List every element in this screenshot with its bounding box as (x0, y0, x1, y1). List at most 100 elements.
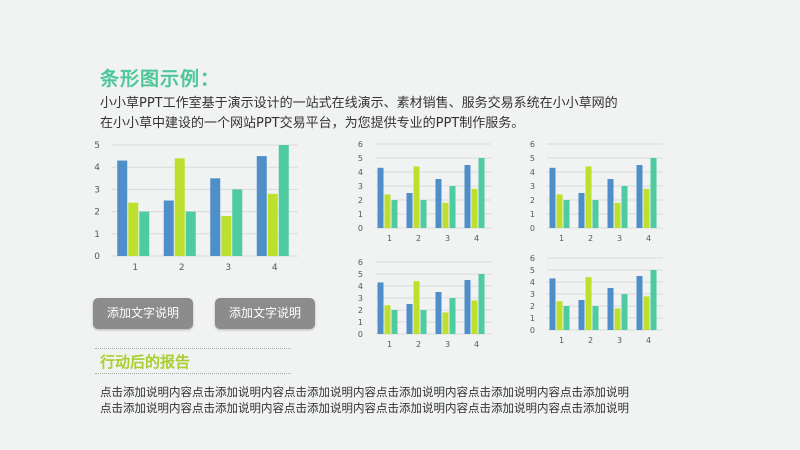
bar-series-1-cat-3 (435, 179, 442, 228)
y-tick-label: 3 (530, 290, 535, 299)
x-tick-label: 1 (387, 340, 392, 349)
x-tick-label: 1 (559, 234, 564, 243)
bar-series-3-cat-4 (278, 145, 289, 256)
small-bar-chart-top-right: 0 1 2 3 4 5 6 1 2 3 4 (527, 138, 667, 246)
bar-series-3-cat-4 (478, 158, 485, 228)
x-tick-label: 1 (132, 263, 138, 273)
x-tick-label: 3 (617, 234, 622, 243)
bar-series-3-cat-4 (478, 274, 485, 334)
small-bar-chart-bottom-right: 0 1 2 3 4 5 6 1 2 3 4 (527, 252, 667, 360)
y-tick-label: 0 (530, 224, 535, 233)
bar-series-3-cat-2 (592, 200, 599, 228)
bar-series-2-cat-3 (221, 216, 232, 256)
bar-series-3-cat-1 (139, 211, 150, 256)
bar-series-3-cat-3 (449, 298, 456, 334)
x-tick-label: 4 (646, 336, 651, 345)
bar-series-1-cat-1 (549, 278, 556, 330)
small-bar-chart-top-left: 0 1 2 3 4 5 6 1 2 3 4 (355, 138, 495, 246)
report-body-line-2: 点击添加说明内容点击添加说明内容点击添加说明内容点击添加说明内容点击添加说明内容… (100, 401, 629, 415)
bar-series-3-cat-4 (650, 158, 657, 228)
y-tick-label: 3 (358, 294, 363, 303)
bar-series-1-cat-3 (607, 179, 614, 228)
report-body: 点击添加说明内容点击添加说明内容点击添加说明内容点击添加说明内容点击添加说明内容… (100, 384, 720, 416)
bar-series-3-cat-4 (650, 270, 657, 330)
bar-series-3-cat-1 (391, 200, 398, 228)
bar-series-1-cat-1 (117, 160, 128, 256)
y-tick-label: 0 (358, 224, 363, 233)
bar-series-1-cat-4 (464, 165, 471, 228)
y-tick-label: 3 (358, 182, 363, 191)
y-tick-label: 6 (530, 254, 535, 263)
bar-series-3-cat-3 (621, 294, 628, 330)
bar-series-2-cat-2 (174, 158, 185, 256)
y-tick-label: 1 (358, 318, 363, 327)
y-tick-label: 2 (358, 196, 363, 205)
add-caption-button-left[interactable]: 添加文字说明 (93, 298, 193, 329)
y-tick-label: 4 (358, 282, 363, 291)
bar-series-2-cat-4 (643, 296, 650, 330)
bar-series-2-cat-4 (267, 193, 278, 256)
bar-series-3-cat-1 (563, 200, 570, 228)
bar-series-1-cat-4 (636, 165, 643, 228)
bar-series-2-cat-4 (471, 300, 478, 334)
y-tick-label: 6 (358, 258, 363, 267)
y-tick-label: 5 (358, 270, 363, 279)
bar-series-2-cat-1 (128, 202, 139, 256)
x-tick-label: 3 (225, 263, 231, 273)
x-tick-label: 3 (445, 340, 450, 349)
y-tick-label: 5 (530, 266, 535, 275)
y-tick-label: 2 (530, 302, 535, 311)
bar-series-1-cat-3 (210, 178, 221, 256)
bar-series-3-cat-2 (420, 310, 427, 334)
bar-series-1-cat-4 (464, 280, 471, 334)
y-tick-label: 4 (358, 168, 363, 177)
x-tick-label: 2 (179, 263, 185, 273)
x-tick-label: 1 (387, 234, 392, 243)
x-tick-label: 3 (445, 234, 450, 243)
y-tick-label: 3 (94, 185, 100, 195)
small-bar-chart-top-left-svg: 0 1 2 3 4 5 6 1 2 3 4 (358, 140, 491, 243)
y-tick-label: 4 (530, 278, 535, 287)
small-bar-chart-top-right-svg: 0 1 2 3 4 5 6 1 2 3 4 (530, 140, 663, 243)
x-tick-label: 2 (588, 336, 593, 345)
bar-series-1-cat-3 (435, 292, 442, 334)
y-tick-label: 6 (358, 140, 363, 149)
y-tick-label: 1 (94, 230, 100, 240)
divider-bottom (95, 373, 291, 374)
bar-series-2-cat-1 (384, 194, 391, 228)
slide-title: 条形图示例： (100, 68, 221, 90)
bar-series-2-cat-3 (442, 202, 449, 228)
bar-series-2-cat-4 (471, 188, 478, 228)
bar-series-1-cat-1 (549, 167, 556, 228)
bar-series-2-cat-1 (556, 301, 563, 330)
bar-series-3-cat-3 (232, 189, 243, 256)
bar-series-2-cat-2 (585, 166, 592, 228)
description-line-2: 在小小草中建设的一个网站PPT交易平台，为您提供专业的PPT制作服务。 (100, 116, 525, 131)
y-tick-label: 0 (94, 252, 100, 262)
x-tick-label: 2 (588, 234, 593, 243)
bar-series-2-cat-2 (585, 277, 592, 330)
bar-series-1-cat-2 (406, 193, 413, 228)
add-caption-button-right[interactable]: 添加文字说明 (215, 298, 315, 329)
y-tick-label: 6 (530, 140, 535, 149)
divider-top (95, 348, 291, 349)
y-tick-label: 0 (358, 330, 363, 339)
bar-series-2-cat-3 (442, 312, 449, 334)
small-bar-chart-bottom-left-svg: 0 1 2 3 4 5 6 1 2 3 4 (358, 258, 491, 349)
x-tick-label: 3 (617, 336, 622, 345)
bar-series-3-cat-2 (185, 211, 196, 256)
y-tick-label: 0 (530, 326, 535, 335)
bar-series-3-cat-2 (592, 306, 599, 330)
description-line-1: 小小草PPT工作室基于演示设计的一站式在线演示、素材销售、服务交易系统在小小草网… (100, 96, 618, 111)
x-tick-label: 4 (474, 340, 479, 349)
report-title: 行动后的报告 (100, 353, 191, 371)
bar-series-3-cat-1 (391, 310, 398, 334)
slide-description: 小小草PPT工作室基于演示设计的一站式在线演示、素材销售、服务交易系统在小小草网… (100, 94, 740, 134)
bar-series-3-cat-3 (449, 186, 456, 228)
y-tick-label: 5 (530, 154, 535, 163)
bar-series-1-cat-2 (578, 300, 585, 330)
y-tick-label: 1 (358, 210, 363, 219)
y-tick-label: 4 (94, 163, 100, 173)
bar-series-2-cat-4 (643, 188, 650, 228)
bar-series-1-cat-3 (607, 288, 614, 330)
